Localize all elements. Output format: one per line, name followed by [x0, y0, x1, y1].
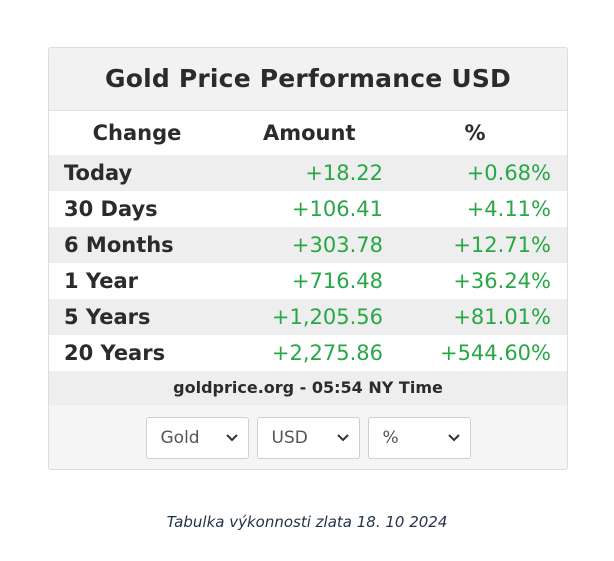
table-row: 30 Days +106.41 +4.11%	[49, 191, 567, 227]
metal-select[interactable]: Gold	[145, 416, 249, 459]
chevron-down-icon	[225, 433, 238, 441]
period-label: 5 Years	[49, 299, 223, 335]
currency-select-value: USD	[271, 427, 308, 448]
amount-value: +1,205.56	[223, 299, 383, 335]
table-row: Today +18.22 +0.68%	[49, 155, 567, 191]
amount-value: +716.48	[223, 263, 383, 299]
column-header-change: Change	[49, 111, 223, 155]
chevron-down-icon	[447, 433, 460, 441]
source-timestamp: goldprice.org - 05:54 NY Time	[49, 371, 567, 405]
percent-value: +36.24%	[383, 263, 567, 299]
period-label: 6 Months	[49, 227, 223, 263]
period-label: Today	[49, 155, 223, 191]
amount-value: +106.41	[223, 191, 383, 227]
table-row: 6 Months +303.78 +12.71%	[49, 227, 567, 263]
percent-value: +544.60%	[383, 335, 567, 371]
percent-value: +81.01%	[383, 299, 567, 335]
metal-select-value: Gold	[160, 427, 200, 448]
chevron-down-icon	[336, 433, 349, 441]
period-label: 30 Days	[49, 191, 223, 227]
gold-performance-widget: Gold Price Performance USD Change Amount…	[48, 47, 568, 470]
table-row: 1 Year +716.48 +36.24%	[49, 263, 567, 299]
performance-table: Change Amount % Today +18.22 +0.68% 30 D…	[49, 111, 567, 371]
unit-select[interactable]: %	[367, 416, 471, 459]
unit-select-value: %	[382, 427, 399, 448]
amount-value: +18.22	[223, 155, 383, 191]
figure-caption: Tabulka výkonnosti zlata 18. 10 2024	[166, 513, 448, 531]
period-label: 20 Years	[49, 335, 223, 371]
amount-value: +303.78	[223, 227, 383, 263]
percent-value: +4.11%	[383, 191, 567, 227]
column-header-percent: %	[383, 111, 567, 155]
percent-value: +12.71%	[383, 227, 567, 263]
amount-value: +2,275.86	[223, 335, 383, 371]
table-header-row: Change Amount %	[49, 111, 567, 155]
percent-value: +0.68%	[383, 155, 567, 191]
column-header-amount: Amount	[223, 111, 383, 155]
table-row: 5 Years +1,205.56 +81.01%	[49, 299, 567, 335]
period-label: 1 Year	[49, 263, 223, 299]
widget-title: Gold Price Performance USD	[49, 48, 567, 111]
table-row: 20 Years +2,275.86 +544.60%	[49, 335, 567, 371]
selector-bar: Gold USD %	[49, 405, 567, 469]
currency-select[interactable]: USD	[256, 416, 360, 459]
